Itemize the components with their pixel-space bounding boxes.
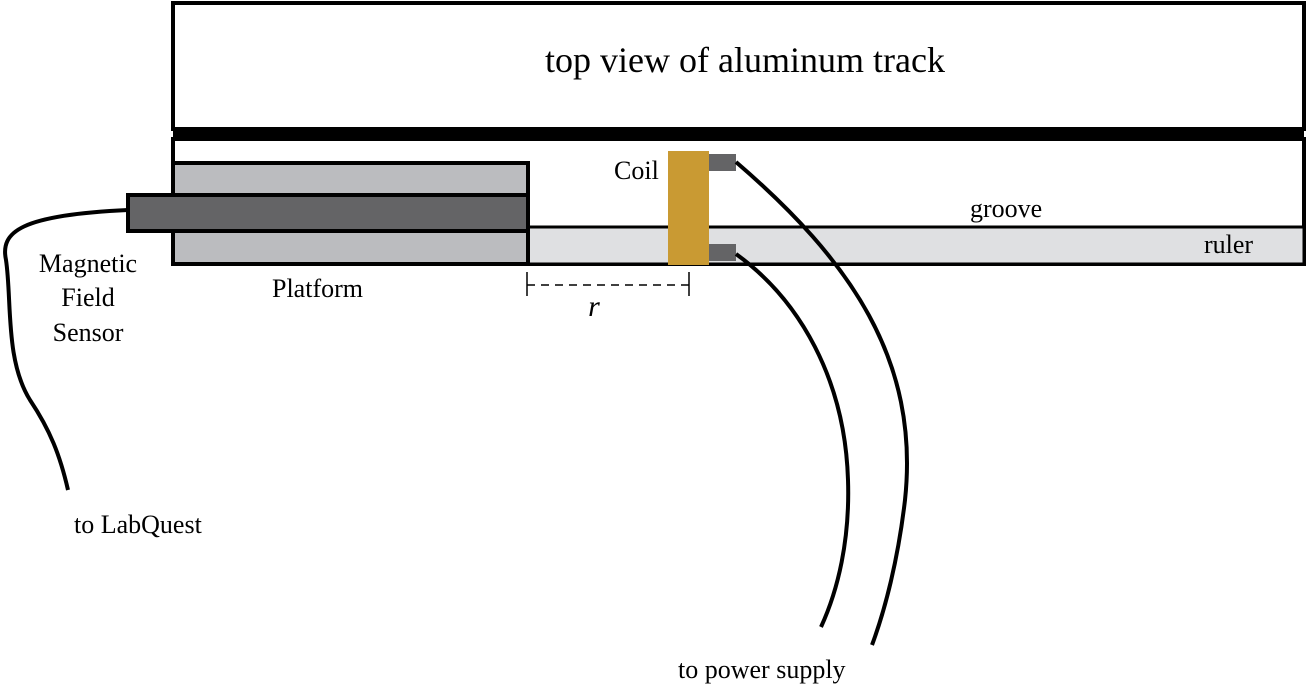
coil-lead-outer <box>734 160 910 646</box>
coil-lead-inner <box>734 252 851 628</box>
groove-label: groove <box>970 194 1042 223</box>
distance-indicator <box>526 272 690 296</box>
distance-label: r <box>588 290 600 323</box>
power-supply-label: to power supply <box>678 655 846 684</box>
coil-label: Coil <box>614 156 659 185</box>
magnetic-field-sensor <box>126 193 530 233</box>
coil <box>668 151 709 265</box>
sensor-label-line2: Field <box>61 283 114 312</box>
sensor-label-line3: Sensor <box>53 318 124 347</box>
ruler-label: ruler <box>1204 230 1253 259</box>
platform-label: Platform <box>272 274 363 303</box>
track-rail <box>173 128 1304 139</box>
track-title: top view of aluminum track <box>545 40 945 80</box>
sensor-label-line1: Magnetic <box>39 249 137 278</box>
coil-terminal-top <box>709 154 736 171</box>
ruler <box>526 225 1306 266</box>
labquest-label: to LabQuest <box>74 510 203 539</box>
aluminum-track-top <box>171 1 1306 131</box>
sensor-cable <box>3 208 129 491</box>
coil-terminal-bottom <box>709 244 736 261</box>
